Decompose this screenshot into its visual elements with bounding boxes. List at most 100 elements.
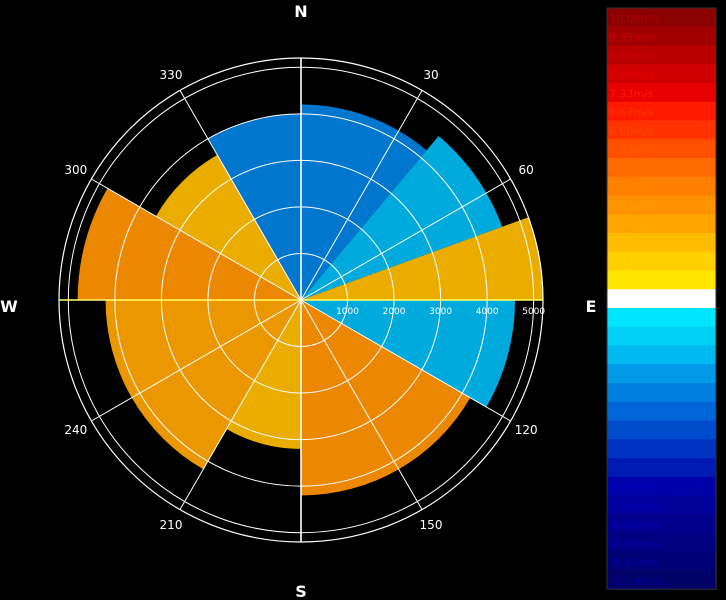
compass-north: N <box>294 2 307 21</box>
colorbar-label-8: 4.67m/s <box>609 162 654 175</box>
colorbar-label-0: 10.00m/s <box>609 12 661 25</box>
colorbar-label-30: -10.00m/s <box>609 575 665 588</box>
colorbar-label-29: -9.33m/s <box>609 556 658 569</box>
compass-south: S <box>295 582 307 600</box>
colorbar-swatch-3 <box>607 64 716 84</box>
colorbar-swatch-11 <box>607 214 716 234</box>
colorbar-label-5: 6.67m/s <box>609 106 654 119</box>
velocity-sector-2 <box>301 217 543 300</box>
colorbar-label-28: -8.67m/s <box>609 537 658 550</box>
velocity-sector-0 <box>301 104 427 301</box>
colorbar-swatch-18 <box>607 345 716 365</box>
colorbar-swatch-19 <box>607 364 716 384</box>
colorbar-label-12: 2.00m/s <box>609 237 654 250</box>
velocity-sector-8 <box>155 154 301 300</box>
colorbar-label-13: 1.33m/s <box>609 256 654 269</box>
velocity-sector-1 <box>301 136 503 300</box>
colorbar-label-15: 0.00m/s <box>609 294 654 307</box>
colorbar-swatch-2 <box>607 45 716 65</box>
colorbar-label-27: -8.00m/s <box>609 519 658 532</box>
velocity-sector-6 <box>105 300 302 470</box>
colorbar-swatch-6 <box>607 120 716 140</box>
colorbar-swatch-9 <box>607 176 716 196</box>
compass-west: W <box>0 297 18 316</box>
azimuth-spokes <box>59 58 543 542</box>
spoke-30 <box>300 90 423 301</box>
colorbar-label-26: -7.33m/s <box>609 500 658 513</box>
colorbar-label-9: 4.00m/s <box>609 181 654 194</box>
colorbar-swatch-28 <box>607 533 716 553</box>
colorbar-swatch-14 <box>607 270 716 290</box>
colorbar-label-18: -2.00m/s <box>609 350 658 363</box>
range-label-3000: 3000 <box>429 307 452 317</box>
spoke-300 <box>91 178 302 301</box>
range-label-4000: 4000 <box>476 307 499 317</box>
azimuth-label-30: 30 <box>423 68 438 82</box>
colorbar-swatch-4 <box>607 83 716 103</box>
range-ring-labels: 1000 2000 3000 4000 5000 <box>336 307 545 317</box>
spoke-60 <box>300 178 511 301</box>
colorbar-label-14: 0.67m/s <box>609 275 654 288</box>
colorbar-swatch-25 <box>607 476 716 496</box>
spoke-120 <box>300 299 511 422</box>
azimuth-labels: 30 60 120 150 210 240 300 330 <box>64 68 537 532</box>
spoke-330 <box>179 90 302 301</box>
colorbar-label-23: -5.33m/s <box>609 444 658 457</box>
azimuth-label-60: 60 <box>519 163 534 177</box>
colorbar-label-6: 6.00m/s <box>609 125 654 138</box>
colorbar-label-2: 8.67m/s <box>609 50 654 63</box>
colorbar-swatch-24 <box>607 458 716 478</box>
colorbar-label-4: 7.33m/s <box>609 87 654 100</box>
compass-east: E <box>586 297 597 316</box>
colorbar-swatch-20 <box>607 383 716 403</box>
velocity-sectors <box>77 104 543 496</box>
colorbar-label-22: -4.67m/s <box>609 425 658 438</box>
colorbar-swatch-27 <box>607 514 716 534</box>
colorbar-swatch-21 <box>607 401 716 421</box>
colorbar-label-25: -6.67m/s <box>609 481 658 494</box>
colorbar-label-24: -6.00m/s <box>609 462 658 475</box>
colorbar-swatch-23 <box>607 439 716 459</box>
colorbar-label-16: -0.67m/s <box>609 312 658 325</box>
colorbar-swatch-7 <box>607 139 716 159</box>
colorbar-swatch-10 <box>607 195 716 215</box>
colorbar-swatch-17 <box>607 326 716 346</box>
colorbar: 10.00m/s 9.33m/s 8.67m/s 8.00m/s 7.33m/s 6.67… <box>606 7 717 590</box>
velocity-sector-4 <box>301 300 471 496</box>
colorbar-swatch-13 <box>607 251 716 271</box>
colorbar-swatch-8 <box>607 158 716 178</box>
range-label-1000: 1000 <box>336 307 359 317</box>
colorbar-label-17: -1.33m/s <box>609 331 658 344</box>
range-label-5000: 5000 <box>522 307 545 317</box>
colorbar-swatch-1 <box>607 26 716 46</box>
colorbar-label-20: -3.33m/s <box>609 387 658 400</box>
colorbar-swatch-5 <box>607 101 716 121</box>
range-label-2000: 2000 <box>383 307 406 317</box>
colorbar-swatch-29 <box>607 551 716 571</box>
colorbar-label-3: 8.00m/s <box>609 69 654 82</box>
velocity-sector-5 <box>226 300 301 449</box>
azimuth-label-120: 120 <box>515 423 538 437</box>
colorbar-swatch-30 <box>607 570 716 590</box>
colorbar-swatch-16 <box>607 308 716 328</box>
azimuth-label-150: 150 <box>420 518 443 532</box>
colorbar-label-7: 5.33m/s <box>609 144 654 157</box>
spoke-150 <box>300 299 423 510</box>
spoke-240 <box>91 299 302 422</box>
colorbar-swatch-15 <box>607 289 716 309</box>
azimuth-label-210: 210 <box>160 518 183 532</box>
spoke-210 <box>179 299 302 510</box>
azimuth-label-300: 300 <box>64 163 87 177</box>
azimuth-label-240: 240 <box>64 423 87 437</box>
colorbar-label-10: 3.33m/s <box>609 200 654 213</box>
colorbar-label-21: -4.00m/s <box>609 406 658 419</box>
colorbar-swatch-0 <box>607 8 716 28</box>
colorbar-label-1: 9.33m/s <box>609 31 654 44</box>
colorbar-label-19: -2.67m/s <box>609 369 658 382</box>
colorbar-frame <box>606 7 717 590</box>
colorbar-swatch-22 <box>607 420 716 440</box>
colorbar-label-11: 2.67m/s <box>609 219 654 232</box>
velocity-sector-3 <box>301 300 516 408</box>
colorbar-swatch-26 <box>607 495 716 515</box>
